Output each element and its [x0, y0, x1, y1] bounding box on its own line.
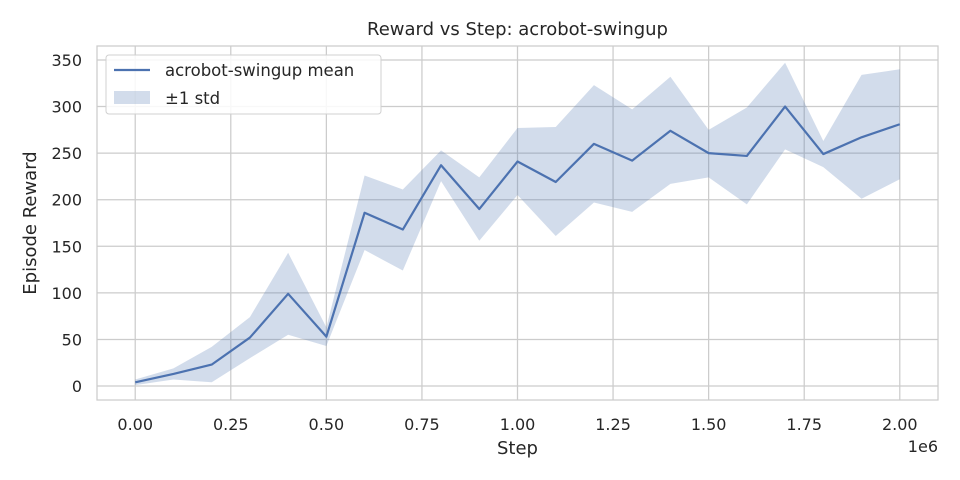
x-tick-label: 2.00	[882, 415, 918, 434]
x-tick-label: 0.25	[213, 415, 249, 434]
legend-box	[105, 54, 382, 115]
x-axis-label: Step	[497, 438, 538, 459]
y-tick-label: 100	[51, 284, 82, 303]
x-tick-label: 0.75	[404, 415, 440, 434]
y-tick-label: 350	[51, 51, 82, 70]
legend-std-label: ±1 std	[165, 89, 220, 108]
mean-line-layer	[134, 105, 901, 384]
y-tick-label: 200	[51, 191, 82, 210]
y-tick-label: 150	[51, 237, 82, 256]
y-tick-label: 0	[72, 377, 82, 396]
chart-title: Reward vs Step: acrobot-swingup	[367, 19, 668, 40]
legend: acrobot-swingup mean ±1 std	[105, 54, 382, 115]
x-tick-label: 1.00	[500, 415, 536, 434]
x-tick-label: 0.50	[309, 415, 345, 434]
y-tick-label: 300	[51, 98, 82, 117]
std-band-layer	[135, 62, 900, 386]
x-tick-label: 1.75	[786, 415, 822, 434]
y-axis-label: Episode Reward	[20, 151, 41, 294]
y-tick-label: 250	[51, 144, 82, 163]
plot-frame	[96, 45, 939, 401]
x-tick-label: 0.00	[117, 415, 153, 434]
y-tick-label: 50	[62, 330, 82, 349]
x-tick-label: 1.50	[691, 415, 727, 434]
legend-std-swatch	[114, 91, 150, 104]
y-tick-labels: 0 50 100 150 200 250 300 350	[51, 51, 82, 396]
x-tick-labels: 0.00 0.25 0.50 0.75 1.00 1.25 1.50 1.75 2.00	[117, 415, 917, 434]
std-band	[135, 62, 900, 386]
x-offset-label: 1e6	[908, 437, 938, 456]
legend-mean-label: acrobot-swingup mean	[165, 61, 354, 80]
x-tick-label: 1.25	[595, 415, 631, 434]
